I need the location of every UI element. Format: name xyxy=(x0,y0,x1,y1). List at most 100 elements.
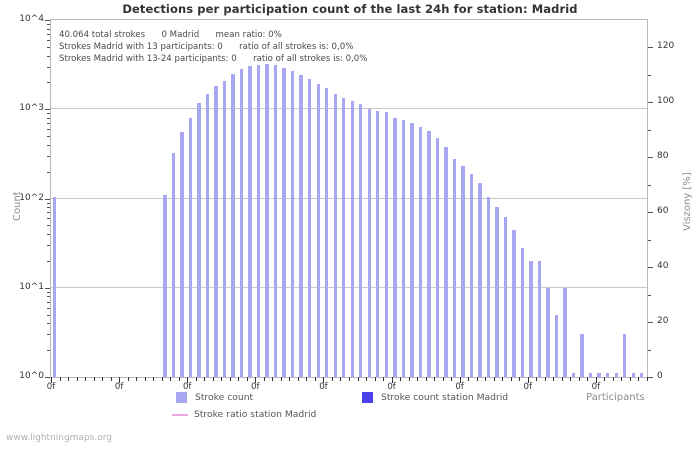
y-axis-minor-tick xyxy=(47,33,50,35)
y-axis-minor-tick xyxy=(47,123,50,125)
x-axis-tick xyxy=(263,377,265,381)
legend-item[interactable]: Stroke count station Madrid xyxy=(362,392,508,403)
x-axis-tick xyxy=(451,377,453,381)
bar xyxy=(461,166,465,377)
annotation-line: 40.064 total strokes 0 Madrid mean ratio… xyxy=(59,30,282,40)
x-axis-tick-major xyxy=(459,377,461,383)
bar xyxy=(231,73,235,377)
bar xyxy=(282,67,286,377)
x-axis-tick xyxy=(442,377,444,381)
x-axis-tick xyxy=(238,377,240,381)
y-axis-minor-tick xyxy=(47,39,50,41)
x-axis-tick xyxy=(212,377,214,381)
bar xyxy=(563,287,567,377)
y-axis-minor-tick xyxy=(47,218,50,220)
x-axis-tick xyxy=(536,377,538,381)
bar xyxy=(222,80,227,377)
x-axis-tick xyxy=(357,377,359,381)
x-axis-tick xyxy=(59,377,61,381)
x-axis-tick xyxy=(374,377,376,381)
y-axis-minor-tick xyxy=(47,245,50,247)
y-axis-minor-tick xyxy=(47,66,50,68)
x-axis-tick xyxy=(314,377,316,381)
x-axis-tick-label: 0f xyxy=(319,382,328,392)
y-axis-minor-tick xyxy=(47,334,50,336)
y-axis-minor-tick xyxy=(47,117,50,119)
x-axis-tick-major xyxy=(187,377,189,383)
x-axis-tick xyxy=(468,377,470,381)
y-axis-minor-tick xyxy=(47,307,50,309)
y2-axis-tick xyxy=(648,157,653,159)
legend-label: Stroke count station Madrid xyxy=(381,392,509,403)
x-axis-tick-label: 0f xyxy=(591,382,601,392)
x-axis-tick xyxy=(195,377,197,381)
x-axis-tick xyxy=(306,377,308,381)
x-axis-title: Participants xyxy=(586,392,645,403)
legend-item[interactable]: Stroke ratio station Madrid xyxy=(172,409,317,420)
legend-label: Stroke ratio station Madrid xyxy=(194,409,317,420)
legend-item[interactable]: Stroke count xyxy=(176,392,253,403)
y-axis-tick-label: 10^2 xyxy=(19,192,44,203)
y-axis-minor-tick xyxy=(47,350,50,352)
bar xyxy=(265,64,269,377)
bar xyxy=(290,70,295,377)
y-axis-minor-tick xyxy=(47,155,50,157)
y2-axis-minor-tick xyxy=(648,294,651,296)
y2-axis-tick xyxy=(648,212,653,214)
bar xyxy=(495,207,499,377)
x-axis-tick xyxy=(289,377,291,381)
x-axis-tick-major xyxy=(391,377,393,383)
bar xyxy=(197,102,201,377)
y2-axis-tick-label: 0 xyxy=(657,371,663,381)
legend-swatch xyxy=(362,392,373,403)
y-axis-tick xyxy=(45,287,50,289)
bar xyxy=(401,120,406,377)
x-axis-tick-major xyxy=(51,377,52,383)
x-axis-tick-label: 0f xyxy=(387,382,396,392)
bar xyxy=(529,260,533,377)
bar xyxy=(537,260,542,377)
bar xyxy=(205,94,210,377)
y2-axis-tick-label: 100 xyxy=(657,96,675,107)
x-axis-tick xyxy=(349,377,350,381)
x-axis-tick xyxy=(383,377,385,381)
bar xyxy=(571,373,576,377)
bar xyxy=(452,158,457,377)
x-axis-tick xyxy=(229,377,231,381)
y2-axis-tick xyxy=(648,47,653,49)
y-axis-tick-label: 10^3 xyxy=(19,103,44,114)
bar xyxy=(350,100,354,377)
x-axis-tick xyxy=(510,377,512,381)
bar xyxy=(359,103,363,377)
bar xyxy=(435,137,440,377)
y2-axis-minor-tick xyxy=(648,184,651,186)
y-axis-minor-tick xyxy=(47,129,50,131)
x-axis-tick xyxy=(68,377,70,381)
bar xyxy=(478,182,482,377)
bar xyxy=(631,373,635,377)
y-axis-minor-tick xyxy=(47,24,50,26)
x-axis-tick xyxy=(604,377,606,381)
x-axis-tick-label: 0f xyxy=(182,382,192,392)
y-axis-tick xyxy=(45,109,50,111)
x-axis-tick-major xyxy=(323,377,325,383)
y-axis-minor-tick xyxy=(47,260,50,262)
x-axis-tick-label: 0f xyxy=(523,382,533,392)
y2-axis-tick-label: 40 xyxy=(657,261,669,272)
plot-area: 40.064 total strokes 0 Madrid mean ratio… xyxy=(50,19,648,378)
y-axis-minor-tick xyxy=(47,113,50,115)
x-axis-tick xyxy=(170,377,172,381)
x-axis-tick xyxy=(272,377,274,381)
bar xyxy=(503,217,508,377)
x-axis-tick-label: 0f xyxy=(455,382,464,392)
bar xyxy=(52,196,56,377)
x-axis-tick xyxy=(153,377,155,381)
x-axis-tick-label: 0f xyxy=(46,382,56,392)
bar xyxy=(384,112,388,377)
y-axis-minor-tick xyxy=(47,82,50,84)
annotation-line: Strokes Madrid with 13 participants: 0 r… xyxy=(59,42,354,52)
bar xyxy=(588,373,593,377)
bar xyxy=(256,64,261,377)
x-axis-tick xyxy=(417,377,419,381)
bar xyxy=(299,74,303,377)
